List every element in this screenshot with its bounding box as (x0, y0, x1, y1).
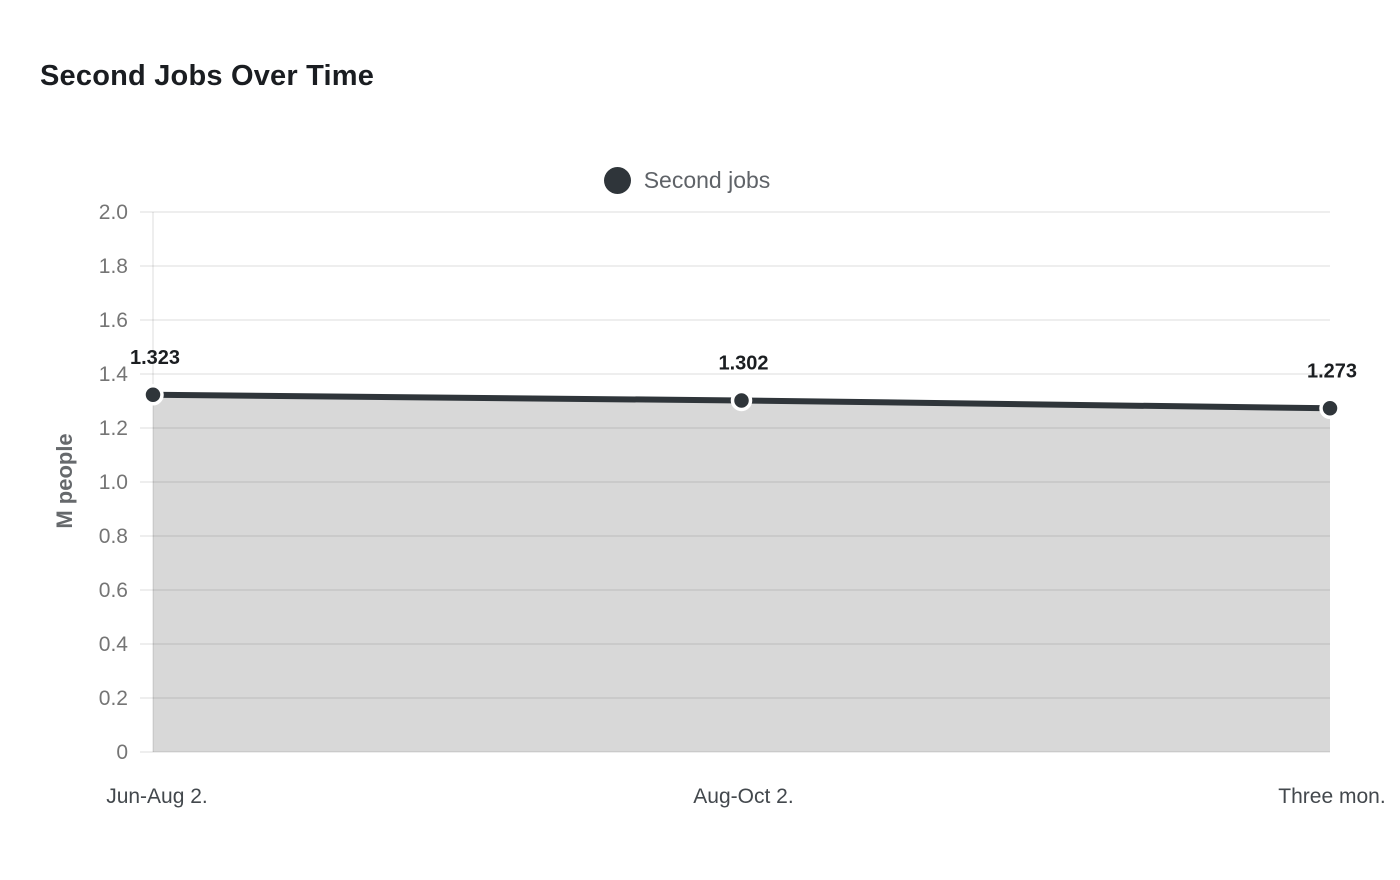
data-point-label: 1.273 (1307, 360, 1357, 382)
legend-marker-icon (603, 166, 631, 194)
y-axis-tick-label: 1.8 (99, 255, 128, 278)
legend-label: Second jobs (643, 166, 771, 193)
y-axis-tick-label: 1.2 (99, 417, 128, 440)
data-point-label: 1.302 (718, 352, 768, 374)
y-axis-tick-label: 1.0 (99, 471, 128, 494)
series-area (153, 394, 1330, 752)
y-axis-tick-label: 1.6 (99, 309, 128, 332)
x-axis-tick-label: Jun-Aug 2. (106, 785, 208, 808)
y-axis-tick-label: 0 (116, 741, 128, 764)
x-axis-tick-label: Aug-Oct 2. (693, 785, 793, 808)
data-point[interactable] (1319, 397, 1341, 420)
data-point[interactable] (142, 384, 164, 406)
y-axis-tick-label: 0.2 (99, 687, 128, 710)
page-title: Second Jobs Over Time (40, 60, 375, 92)
x-axis-tick-label: Three mon. (1278, 785, 1385, 808)
y-axis-tick-label: 0.4 (99, 633, 129, 656)
legend[interactable]: Second jobs (0, 165, 1374, 195)
y-axis-tick-label: 0.6 (99, 579, 128, 602)
y-axis-tick-label: 0.8 (99, 525, 128, 548)
data-point[interactable] (730, 389, 753, 412)
y-axis-tick-label: 2.0 (99, 201, 128, 224)
data-point-label: 1.323 (130, 347, 180, 369)
y-axis-tick-label: 1.4 (99, 363, 129, 386)
